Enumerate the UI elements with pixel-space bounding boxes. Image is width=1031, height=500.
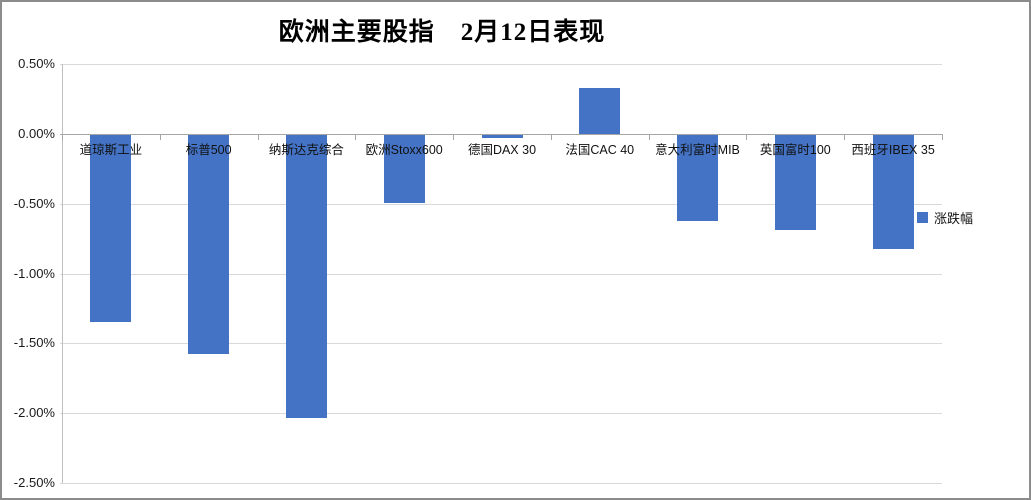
chart-title: 欧洲主要股指 2月12日表现 <box>278 19 606 46</box>
category-label: 标普500 <box>185 142 232 157</box>
gridline <box>60 64 942 65</box>
bar <box>90 134 132 322</box>
category-label: 道琼斯工业 <box>79 142 143 157</box>
category-axis-tick <box>746 133 748 140</box>
bar <box>677 134 719 222</box>
legend-swatch-icon <box>917 212 928 223</box>
category-axis-tick <box>159 133 161 140</box>
bar <box>188 134 230 355</box>
category-label: 欧洲Stoxx600 <box>365 142 443 157</box>
y-axis-label: -2.50% <box>13 475 55 490</box>
bar <box>579 87 621 134</box>
category-label: 法国CAC 40 <box>565 142 635 157</box>
gridline <box>60 273 942 275</box>
y-axis-label: 0.50% <box>18 56 55 71</box>
bar <box>774 134 816 230</box>
category-label: 西班牙IBEX 35 <box>851 142 935 157</box>
bar <box>481 134 523 138</box>
zero-axis-line <box>60 133 942 135</box>
legend-label: 涨跌幅 <box>934 211 974 226</box>
bar <box>383 134 425 204</box>
gridline <box>60 343 942 345</box>
y-axis-label: -2.00% <box>13 405 55 421</box>
category-axis-tick <box>62 133 63 140</box>
y-axis-label: -1.50% <box>13 335 55 351</box>
category-label: 德国DAX 30 <box>467 142 537 157</box>
category-axis-tick <box>942 133 943 140</box>
gridline <box>60 203 942 205</box>
legend: 涨跌幅 <box>917 208 973 227</box>
y-axis-label: 0.00% <box>18 125 55 141</box>
category-axis-tick <box>550 133 552 140</box>
category-axis-tick <box>648 133 650 140</box>
category-label: 英国富时100 <box>759 142 831 157</box>
bar <box>872 134 914 250</box>
category-axis-tick <box>355 133 357 140</box>
y-axis-line <box>62 64 63 483</box>
category-label: 意大利富时MIB <box>655 142 740 157</box>
y-axis-label: -1.00% <box>13 265 55 281</box>
category-axis-tick <box>453 133 455 140</box>
category-axis-tick <box>257 133 259 140</box>
bar <box>285 134 327 419</box>
category-axis-tick <box>844 133 846 140</box>
y-axis-label: -0.50% <box>13 195 55 211</box>
gridline <box>60 413 942 415</box>
gridline <box>60 483 942 484</box>
category-label: 纳斯达克综合 <box>268 142 344 157</box>
